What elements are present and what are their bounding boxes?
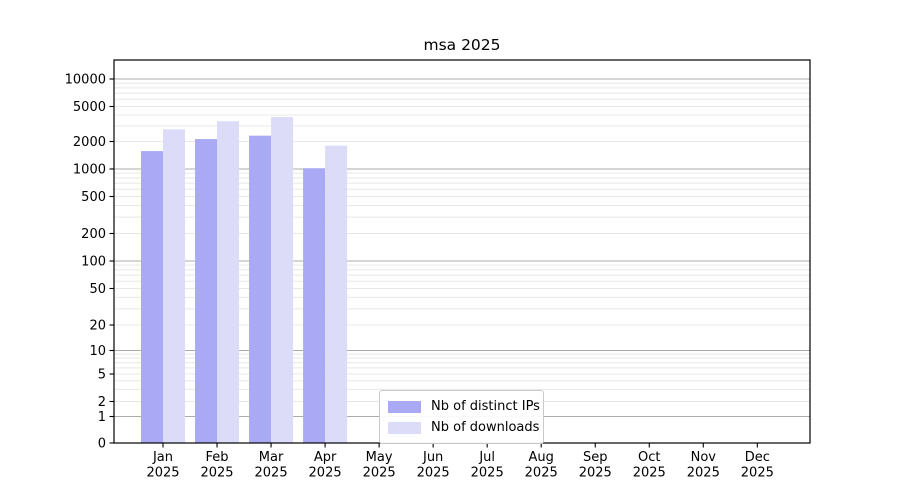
y-tick-label: 20 — [89, 319, 106, 334]
y-tick-label: 5 — [98, 368, 106, 383]
y-tick-label: 1000 — [73, 163, 106, 178]
y-tick-label: 10000 — [65, 73, 106, 88]
y-tick-label: 100 — [81, 255, 106, 270]
bar-feb-distinct-ips — [195, 139, 218, 443]
bar-mar-downloads — [271, 116, 294, 444]
x-tick-label-month: Nov — [691, 450, 717, 465]
x-tick-label-year: 2025 — [200, 466, 233, 481]
x-tick-label: Aug 2025 — [525, 450, 558, 481]
bar-feb-downloads — [217, 121, 240, 444]
x-tick-label: Dec 2025 — [741, 450, 774, 481]
x-tick-label-year: 2025 — [471, 466, 504, 481]
x-tick-label-year: 2025 — [633, 466, 666, 481]
x-tick-label-month: Jan — [152, 450, 173, 465]
y-tick-label: 0 — [98, 437, 106, 452]
y-tick-label: 2 — [98, 395, 106, 410]
x-tick-label: Sep 2025 — [579, 450, 612, 481]
x-tick-label-month: Mar — [259, 450, 284, 465]
x-tick-label-year: 2025 — [417, 466, 450, 481]
x-tick-label: Jan 2025 — [146, 450, 179, 481]
bar-apr-distinct-ips — [303, 168, 326, 443]
x-tick-label-year: 2025 — [309, 466, 342, 481]
legend-label: Nb of distinct IPs — [431, 399, 540, 414]
x-tick-label: Oct 2025 — [633, 450, 666, 481]
y-tick-label: 50 — [89, 282, 106, 297]
x-tick-label-month: Aug — [529, 450, 554, 465]
y-tick-label: 500 — [81, 190, 106, 205]
x-tick-label: Mar 2025 — [255, 450, 288, 481]
bar-mar-distinct-ips — [249, 135, 272, 443]
x-tick-label-month: Oct — [638, 450, 660, 465]
x-tick-label-year: 2025 — [363, 466, 396, 481]
y-tick-label: 1 — [98, 410, 106, 425]
legend-row: Nb of downloads — [388, 417, 540, 438]
x-tick-label-year: 2025 — [687, 466, 720, 481]
x-tick-label: Jun 2025 — [417, 450, 450, 481]
legend-label: Nb of downloads — [431, 420, 540, 435]
x-tick-label: Jul 2025 — [471, 450, 504, 481]
x-tick-label-year: 2025 — [146, 466, 179, 481]
chart-title: msa 2025 — [423, 36, 501, 54]
y-tick-label: 200 — [81, 227, 106, 242]
x-tick-label: Feb 2025 — [200, 450, 233, 481]
x-tick-label-year: 2025 — [525, 466, 558, 481]
x-tick-label: Nov 2025 — [687, 450, 720, 481]
x-tick-label-month: Jul — [478, 450, 495, 465]
x-tick-label-month: Sep — [583, 450, 608, 465]
x-tick-label-month: Dec — [745, 450, 770, 465]
x-tick-label-month: Apr — [314, 450, 337, 465]
bar-jan-distinct-ips — [141, 151, 163, 443]
legend-swatch — [388, 400, 421, 413]
x-tick-label-month: Feb — [206, 450, 229, 465]
x-tick-label: May 2025 — [363, 450, 396, 481]
legend-swatch — [388, 421, 421, 434]
x-tick-label: Apr 2025 — [309, 450, 342, 481]
x-tick-label-year: 2025 — [579, 466, 612, 481]
legend-row: Nb of distinct IPs — [388, 396, 540, 417]
y-tick-label: 10 — [89, 344, 106, 359]
x-tick-label-year: 2025 — [255, 466, 288, 481]
legend: Nb of distinct IPs Nb of downloads — [379, 390, 544, 444]
y-tick-label: 5000 — [73, 100, 106, 115]
bar-apr-downloads — [325, 145, 348, 443]
y-tick-label: 2000 — [73, 135, 106, 150]
x-tick-label-month: May — [366, 450, 393, 465]
bar-jan-downloads — [163, 129, 185, 443]
x-tick-label-month: Jun — [422, 450, 443, 465]
x-tick-label-year: 2025 — [741, 466, 774, 481]
